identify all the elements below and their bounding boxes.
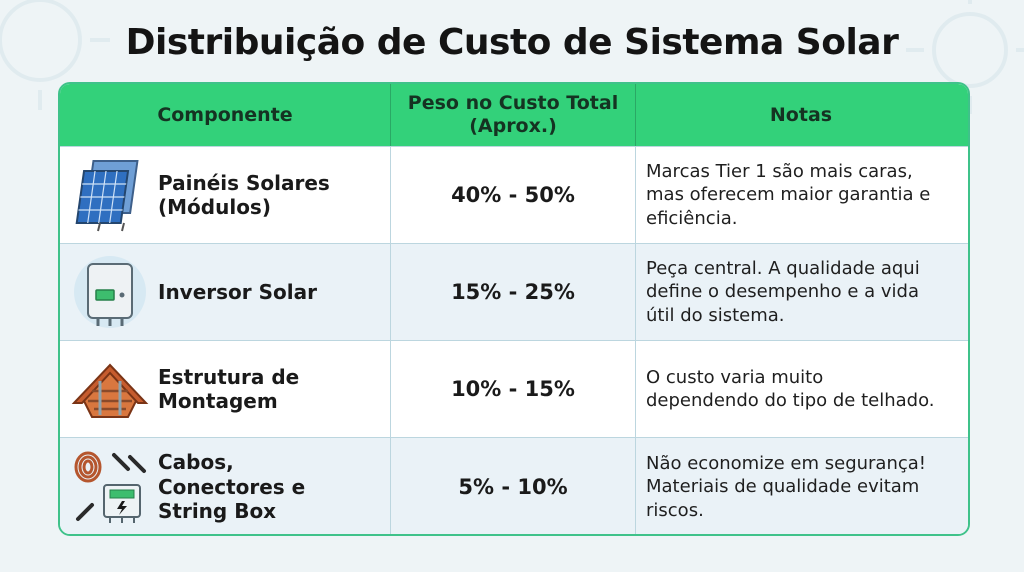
- component-cell: Inversor Solar: [60, 244, 390, 340]
- cost-weight: 40% - 50%: [390, 147, 635, 243]
- note-text: Não economize em segurança! Materiais de…: [635, 438, 965, 534]
- table-row: Cabos, Conectores e String Box 5% - 10% …: [60, 437, 968, 534]
- inverter-icon: [68, 250, 152, 334]
- cost-weight: 10% - 15%: [390, 341, 635, 437]
- table-row: Estrutura de Montagem 10% - 15% O custo …: [60, 340, 968, 437]
- header-notes: Notas: [635, 84, 966, 146]
- component-label: Inversor Solar: [158, 279, 317, 304]
- header-component: Componente: [157, 103, 293, 126]
- table-header: Componente Peso no Custo Total (Aprox.) …: [60, 84, 968, 146]
- note-text: Marcas Tier 1 são mais caras, mas oferec…: [635, 147, 965, 243]
- header-weight: Peso no Custo Total (Aprox.): [390, 84, 635, 146]
- solar-panel-icon: [68, 153, 152, 237]
- cost-weight: 15% - 25%: [390, 244, 635, 340]
- cost-weight: 5% - 10%: [390, 438, 635, 534]
- component-cell: Estrutura de Montagem: [60, 341, 390, 437]
- table-row: Painéis Solares (Módulos) 40% - 50% Marc…: [60, 146, 968, 243]
- component-label: Painéis Solares (Módulos): [158, 170, 330, 219]
- table-row: Inversor Solar 15% - 25% Peça central. A…: [60, 243, 968, 340]
- component-label: Estrutura de Montagem: [158, 364, 300, 413]
- note-text: O custo varia muito dependendo do tipo d…: [635, 341, 965, 437]
- note-text: Peça central. A qualidade aqui define o …: [635, 244, 965, 340]
- component-cell: Cabos, Conectores e String Box: [60, 438, 390, 534]
- roof-mounting-icon: [68, 347, 152, 431]
- background-sun-icon: [906, 0, 1024, 114]
- page-title: Distribuição de Custo de Sistema Solar: [125, 22, 899, 63]
- component-cell: Painéis Solares (Módulos): [60, 147, 390, 243]
- cost-table: Componente Peso no Custo Total (Aprox.) …: [58, 82, 970, 536]
- background-sun-icon: [0, 0, 110, 110]
- component-label: Cabos, Conectores e String Box: [158, 450, 306, 524]
- cables-string-box-icon: [68, 445, 152, 529]
